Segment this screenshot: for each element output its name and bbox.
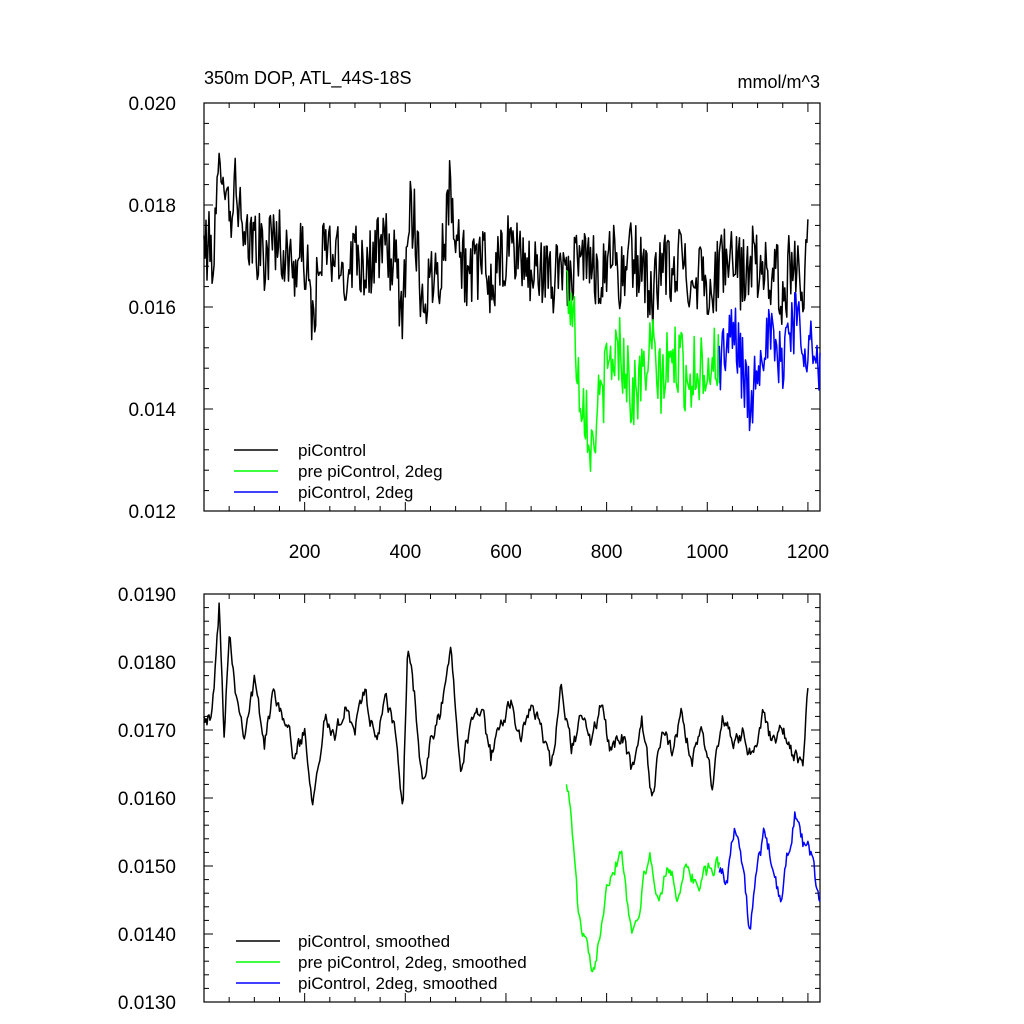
- legend-label-pre-picontrol-2deg-smoothed: pre piControl, 2deg, smoothed: [298, 953, 527, 972]
- bottom-legend: piControl, smoothed pre piControl, 2deg,…: [236, 932, 527, 993]
- y-tick-label: 0.0150: [118, 857, 176, 878]
- bottom-panel: 0.0130 0.0140 0.0150 0.0160 0.0170 0.0180 0.01…: [118, 585, 821, 1014]
- y-tick-label: 0.0130: [118, 993, 176, 1014]
- bottom-x-axis: [228, 594, 809, 1002]
- x-tick-label: 1200: [787, 542, 829, 563]
- series-line: [203, 602, 809, 806]
- top-panel-units: mmol/m^3: [738, 72, 820, 92]
- top-plot-frame: [203, 102, 821, 512]
- y-tick-label: 0.012: [128, 502, 176, 523]
- series-line: [565, 269, 721, 472]
- top-panel-title: 350m DOP, ATL_44S-18S: [204, 68, 411, 89]
- x-tick-label: 400: [389, 542, 421, 563]
- y-tick-label: 0.0190: [118, 585, 176, 606]
- y-tick-label: 0.0180: [118, 653, 176, 674]
- top-panel: 350m DOP, ATL_44S-18S mmol/m^3 0.0120.01…: [128, 68, 829, 563]
- series-line: [718, 811, 821, 930]
- series-line: [718, 291, 821, 432]
- y-tick-label: 0.0170: [118, 721, 176, 742]
- bottom-plot-frame: [203, 593, 821, 1003]
- legend-label-picontrol-2deg: piControl, 2deg: [298, 483, 413, 502]
- y-tick-label: 0.0140: [118, 925, 176, 946]
- x-tick-label: 1000: [686, 542, 728, 563]
- top-legend: piControl pre piControl, 2deg piControl,…: [234, 441, 443, 502]
- y-tick-label: 0.018: [128, 196, 176, 217]
- series-line: [203, 152, 809, 341]
- x-tick-label: 800: [591, 542, 623, 563]
- x-tick-label: 200: [289, 542, 321, 563]
- top-series: [203, 152, 821, 472]
- y-tick-label: 0.020: [128, 94, 176, 115]
- legend-label-pre-picontrol-2deg: pre piControl, 2deg: [298, 462, 443, 481]
- legend-label-picontrol-smoothed: piControl, smoothed: [298, 932, 450, 951]
- legend-label-picontrol-2deg-smoothed: piControl, 2deg, smoothed: [298, 974, 497, 993]
- y-tick-label: 0.014: [128, 400, 176, 421]
- y-tick-label: 0.016: [128, 298, 176, 319]
- x-tick-label: 600: [490, 542, 522, 563]
- legend-label-picontrol: piControl: [298, 441, 366, 460]
- bottom-y-axis: 0.0130 0.0140 0.0150 0.0160 0.0170 0.0180 0.01…: [118, 585, 820, 1014]
- y-tick-label: 0.0160: [118, 789, 176, 810]
- top-x-axis: 200 400 600 800 1000 1200: [228, 103, 829, 563]
- series-line: [565, 784, 721, 973]
- bottom-series: [203, 602, 821, 973]
- top-y-axis: 0.012 0.014 0.016 0.018 0.020: [128, 94, 820, 523]
